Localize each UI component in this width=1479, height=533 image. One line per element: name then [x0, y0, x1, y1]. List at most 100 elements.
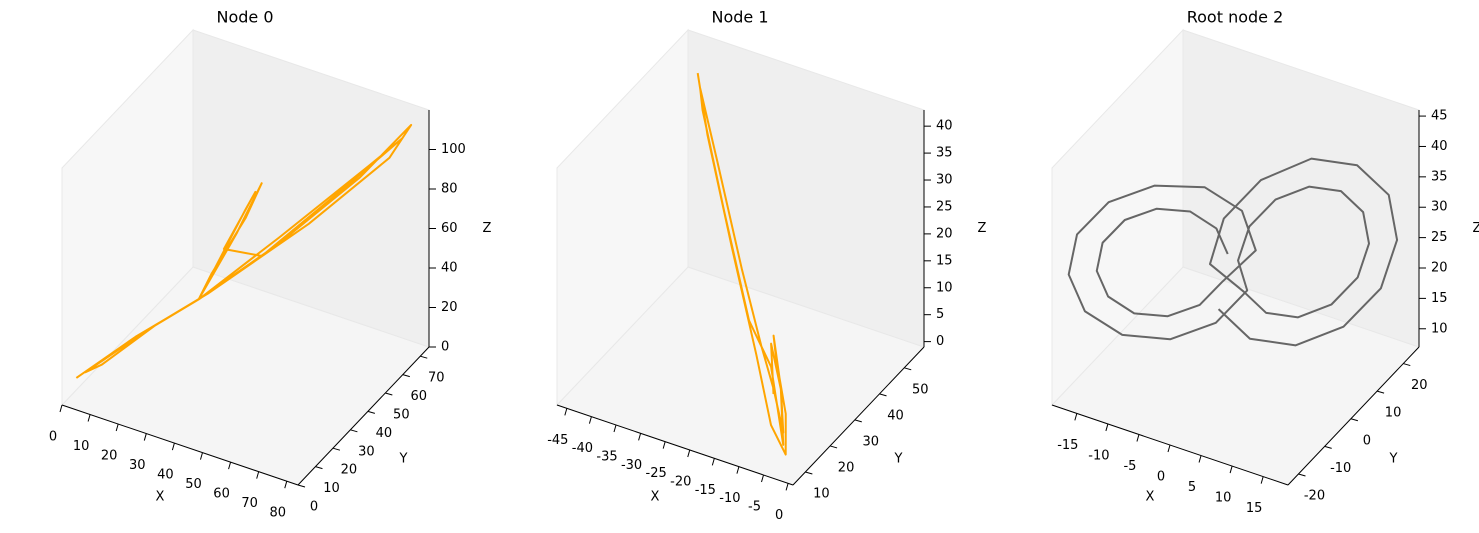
- x-tick: [256, 471, 260, 479]
- x-axis-label: X: [156, 490, 165, 505]
- y-tick: [1376, 390, 1385, 394]
- x-axis-label: X: [651, 490, 660, 505]
- x-tick-label: -5: [748, 500, 761, 515]
- y-tick-label: 20: [1411, 378, 1428, 393]
- y-tick: [385, 392, 393, 396]
- x-tick-label: 10: [73, 439, 90, 454]
- z-axis-label: Z: [483, 221, 492, 236]
- x-tick-label: -10: [1088, 448, 1109, 463]
- y-axis-label: Y: [399, 452, 408, 467]
- z-tick-label: 45: [1431, 109, 1448, 124]
- y-tick-label: 30: [358, 444, 375, 459]
- y-tick-label: 10: [813, 486, 830, 501]
- subplot: -15 -10 -5 0 5 10 15 -20 -10 0 10 20 10 15 20 25 30 35 40 4…: [1051, 8, 1479, 516]
- y-tick-label: 40: [887, 408, 904, 423]
- x-tick: [59, 404, 63, 413]
- x-tick: [761, 474, 764, 483]
- x-tick-label: -25: [646, 466, 667, 481]
- z-tick-label: 30: [936, 173, 953, 188]
- x-tick: [171, 442, 175, 451]
- x-tick: [785, 483, 789, 491]
- x-tick: [1229, 465, 1233, 474]
- z-tick-label: 35: [1431, 169, 1448, 184]
- y-tick: [1403, 363, 1411, 367]
- x-tick-label: 10: [1215, 491, 1232, 506]
- trajectory: [696, 72, 787, 456]
- y-axis-label: Y: [1389, 452, 1398, 467]
- x-tick-label: 15: [1246, 501, 1263, 516]
- x-tick: [687, 449, 691, 458]
- x-axis: [556, 404, 794, 486]
- z-tick-label: 40: [1431, 139, 1448, 154]
- y-tick-label: 0: [1363, 433, 1371, 448]
- x-tick: [711, 458, 715, 466]
- y-tick: [904, 367, 912, 371]
- x-tick-label: -40: [572, 441, 593, 456]
- subplot-title: Node 1: [711, 8, 768, 27]
- y-tick-label: 50: [393, 408, 410, 423]
- y-tick-label: 20: [341, 463, 358, 478]
- y-tick: [315, 466, 323, 470]
- x-tick: [588, 416, 592, 424]
- y-tick-label: 10: [1385, 406, 1402, 421]
- z-axis-label: Z: [1473, 221, 1479, 236]
- z-tick-label: 20: [1431, 261, 1448, 276]
- x-tick-label: -15: [695, 483, 716, 498]
- x-tick-label: 5: [1188, 480, 1196, 495]
- z-tick-label: 20: [936, 226, 953, 241]
- x-tick: [228, 462, 232, 470]
- x-tick: [1074, 413, 1078, 421]
- x-tick: [87, 414, 91, 422]
- x-tick-label: 0: [775, 508, 783, 523]
- y-tick-label: 0: [310, 500, 318, 515]
- z-tick-label: 100: [441, 142, 466, 157]
- z-tick-label: 20: [441, 300, 458, 315]
- subplot-title: Node 0: [216, 8, 273, 27]
- x-tick-label: 60: [213, 487, 230, 502]
- z-tick-label: 80: [441, 182, 458, 197]
- x-tick-label: -15: [1057, 438, 1078, 453]
- z-tick-label: 25: [1431, 230, 1448, 245]
- subplot-title: Root node 2: [1187, 8, 1284, 27]
- z-tick-label: 10: [936, 280, 953, 295]
- y-tick: [1350, 418, 1359, 422]
- x-tick-label: 0: [1157, 470, 1165, 485]
- y-tick: [297, 484, 306, 488]
- z-tick-label: 0: [936, 334, 944, 349]
- x-axis-label: X: [1146, 490, 1155, 505]
- x-tick: [1260, 476, 1264, 484]
- y-tick-label: 50: [912, 382, 929, 397]
- z-tick-label: 15: [1431, 291, 1448, 306]
- x-tick: [115, 423, 119, 432]
- y-tick: [350, 429, 358, 433]
- x-tick-label: -20: [670, 475, 691, 490]
- y-tick-label: 70: [428, 371, 445, 386]
- y-tick-label: -10: [1330, 461, 1351, 476]
- x-tick-label: 20: [101, 449, 118, 464]
- y-tick: [829, 445, 838, 449]
- y-axis: [1287, 346, 1420, 486]
- x-tick-label: 0: [49, 430, 57, 445]
- x-tick: [613, 424, 617, 433]
- z-tick-label: 0: [441, 340, 449, 355]
- x-tick: [1198, 455, 1202, 463]
- z-tick-label: 25: [936, 199, 953, 214]
- x-tick: [638, 433, 642, 441]
- x-tick-label: -10: [719, 491, 740, 506]
- x-tick-label: 40: [157, 468, 174, 483]
- x-tick-label: -30: [621, 458, 642, 473]
- z-tick-label: 40: [936, 119, 953, 134]
- x-tick: [284, 481, 288, 489]
- x-tick: [1136, 434, 1140, 442]
- z-axis-label: Z: [978, 221, 987, 236]
- x-tick: [564, 408, 568, 416]
- x-tick: [199, 452, 203, 460]
- y-tick-label: -20: [1304, 488, 1325, 503]
- y-tick-label: 60: [411, 389, 428, 404]
- y-tick: [402, 374, 410, 378]
- x-tick-label: 80: [269, 506, 286, 521]
- y-axis: [297, 346, 430, 486]
- x-tick: [1105, 423, 1109, 432]
- y-tick: [1324, 445, 1332, 449]
